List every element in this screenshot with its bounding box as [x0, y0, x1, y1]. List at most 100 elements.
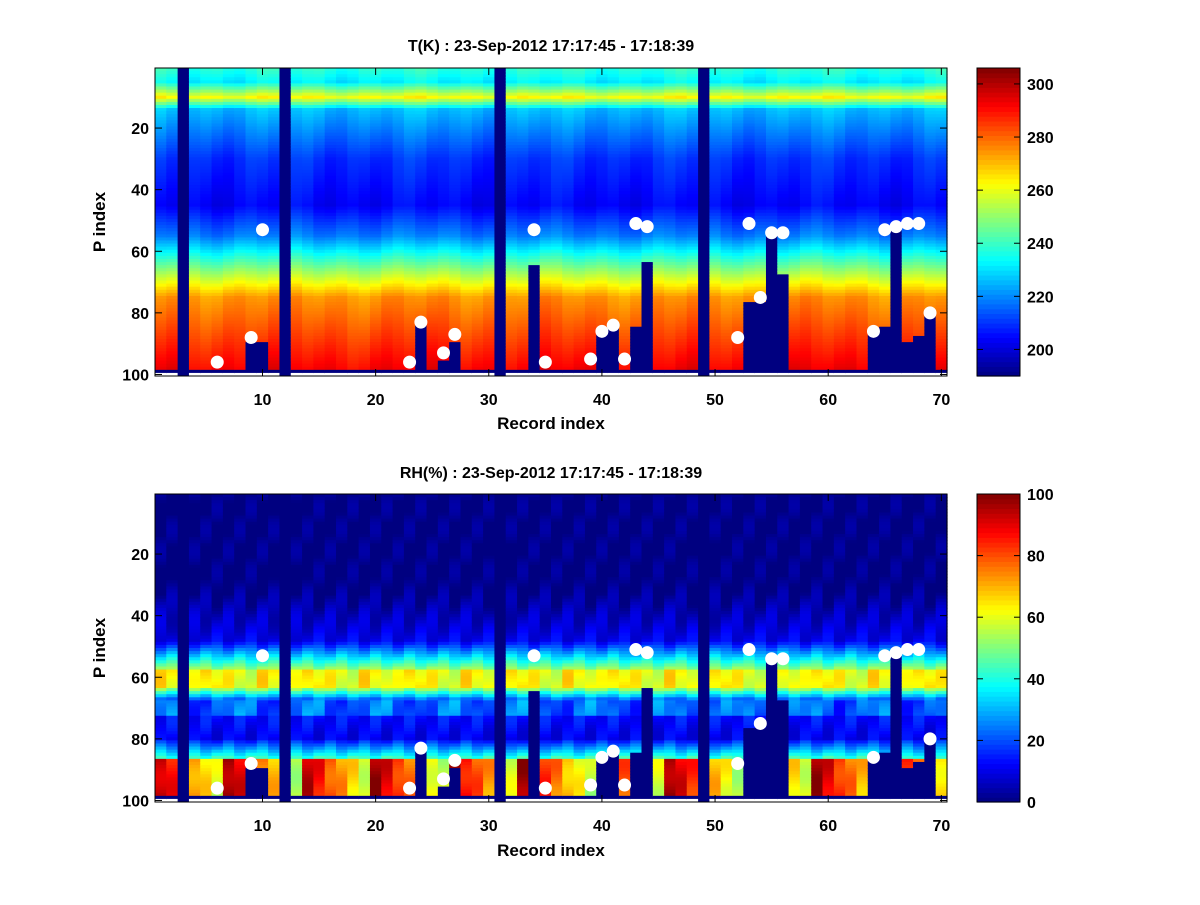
- heatmap-cell: [256, 160, 269, 165]
- heatmap-cell: [347, 283, 360, 288]
- heatmap-column: [562, 68, 575, 377]
- heatmap-cell: [234, 289, 247, 294]
- heatmap-cell: [222, 286, 235, 291]
- heatmap-cell: [313, 335, 326, 340]
- heatmap-column: [551, 68, 563, 377]
- heatmap-cell: [358, 274, 371, 279]
- heatmap-cell: [290, 228, 303, 232]
- heatmap-cell: [211, 280, 224, 285]
- heatmap-cell: [336, 194, 348, 198]
- heatmap-cell: [381, 166, 394, 171]
- heatmap-cell: [347, 89, 360, 94]
- heatmap-cell: [324, 191, 337, 195]
- heatmap-cell: [155, 357, 167, 362]
- heatmap-cell: [324, 329, 337, 334]
- heatmap-cell: [188, 255, 201, 260]
- heatmap-cell: [211, 117, 224, 121]
- heatmap-cell: [268, 299, 281, 303]
- heatmap-cell: [324, 83, 337, 88]
- heatmap-cell: [188, 98, 201, 103]
- heatmap-cell: [290, 363, 303, 368]
- heatmap-cell: [268, 169, 281, 174]
- heatmap-cell: [358, 277, 371, 282]
- heatmap-cell: [188, 169, 201, 174]
- heatmap-cell: [336, 191, 348, 195]
- heatmap-cell: [336, 283, 348, 288]
- heatmap-cell: [222, 363, 235, 368]
- heatmap-column: [709, 68, 722, 377]
- heatmap-cell: [200, 286, 213, 291]
- heatmap-column: [460, 68, 473, 377]
- heatmap-cell: [211, 86, 224, 91]
- heatmap-cell: [302, 98, 314, 103]
- heatmap-cell: [234, 104, 247, 109]
- heatmap-cell: [336, 129, 348, 134]
- heatmap-cell: [358, 302, 371, 306]
- heatmap-cell: [347, 289, 360, 294]
- heatmap-cell: [234, 206, 247, 211]
- heatmap-cell: [381, 172, 394, 177]
- heatmap-cell: [369, 77, 382, 81]
- heatmap-cell: [245, 311, 258, 315]
- heatmap-cell: [245, 89, 258, 94]
- heatmap-cell: [155, 329, 167, 334]
- heatmap-cell: [313, 218, 326, 223]
- heatmap-cell: [347, 120, 360, 125]
- heatmap-cell: [290, 141, 303, 146]
- heatmap-cell: [369, 117, 382, 121]
- heatmap-cell: [336, 111, 348, 115]
- heatmap-cell: [188, 203, 201, 208]
- heatmap-cell: [188, 234, 201, 238]
- heatmap-cell: [268, 151, 281, 155]
- heatmap-cell: [313, 348, 326, 352]
- heatmap-cell: [313, 98, 326, 103]
- heatmap-cell: [234, 215, 247, 220]
- heatmap-cell: [290, 369, 303, 374]
- heatmap-cell: [222, 212, 235, 217]
- heatmap-cell: [222, 366, 235, 371]
- heatmap-cell: [256, 357, 269, 362]
- heatmap-cell: [324, 215, 337, 220]
- heatmap-cell: [211, 108, 224, 112]
- heatmap-cell: [324, 228, 337, 232]
- heatmap-cell: [200, 326, 213, 331]
- heatmap-cell: [234, 240, 247, 245]
- heatmap-cell: [188, 175, 201, 180]
- heatmap-cell: [313, 332, 326, 337]
- heatmap-cell: [200, 258, 213, 263]
- heatmap-cell: [200, 218, 213, 223]
- heatmap-cell: [200, 366, 213, 371]
- heatmap-cell: [324, 200, 337, 205]
- heatmap-cell: [245, 114, 258, 118]
- heatmap-cell: [268, 197, 281, 202]
- heatmap-cell: [302, 323, 314, 328]
- heatmap-cell: [188, 243, 201, 248]
- heatmap-cell: [245, 222, 258, 226]
- heatmap-cell: [256, 354, 269, 359]
- heatmap-cell: [336, 366, 348, 371]
- heatmap-cell: [268, 206, 281, 211]
- heatmap-cell: [256, 114, 269, 118]
- heatmap-cell: [268, 271, 281, 275]
- heatmap-cell: [369, 354, 382, 359]
- heatmap-cell: [358, 104, 371, 109]
- heatmap-cell: [166, 154, 179, 158]
- heatmap-cell: [347, 129, 360, 134]
- heatmap-cell: [166, 212, 179, 217]
- heatmap-cell: [268, 114, 281, 118]
- heatmap-cell: [290, 218, 303, 223]
- heatmap-cell: [211, 95, 224, 100]
- heatmap-cell: [369, 178, 382, 183]
- heatmap-cell: [347, 360, 360, 365]
- heatmap-cell: [302, 111, 314, 115]
- heatmap-cell: [358, 295, 371, 300]
- heatmap-cell: [347, 354, 360, 359]
- heatmap-cell: [358, 342, 371, 346]
- heatmap-cell: [166, 169, 179, 174]
- heatmap-cell: [302, 123, 314, 128]
- heatmap-cell: [268, 74, 281, 78]
- heatmap-cell: [336, 274, 348, 279]
- heatmap-cell: [369, 348, 382, 352]
- heatmap-cell: [211, 141, 224, 146]
